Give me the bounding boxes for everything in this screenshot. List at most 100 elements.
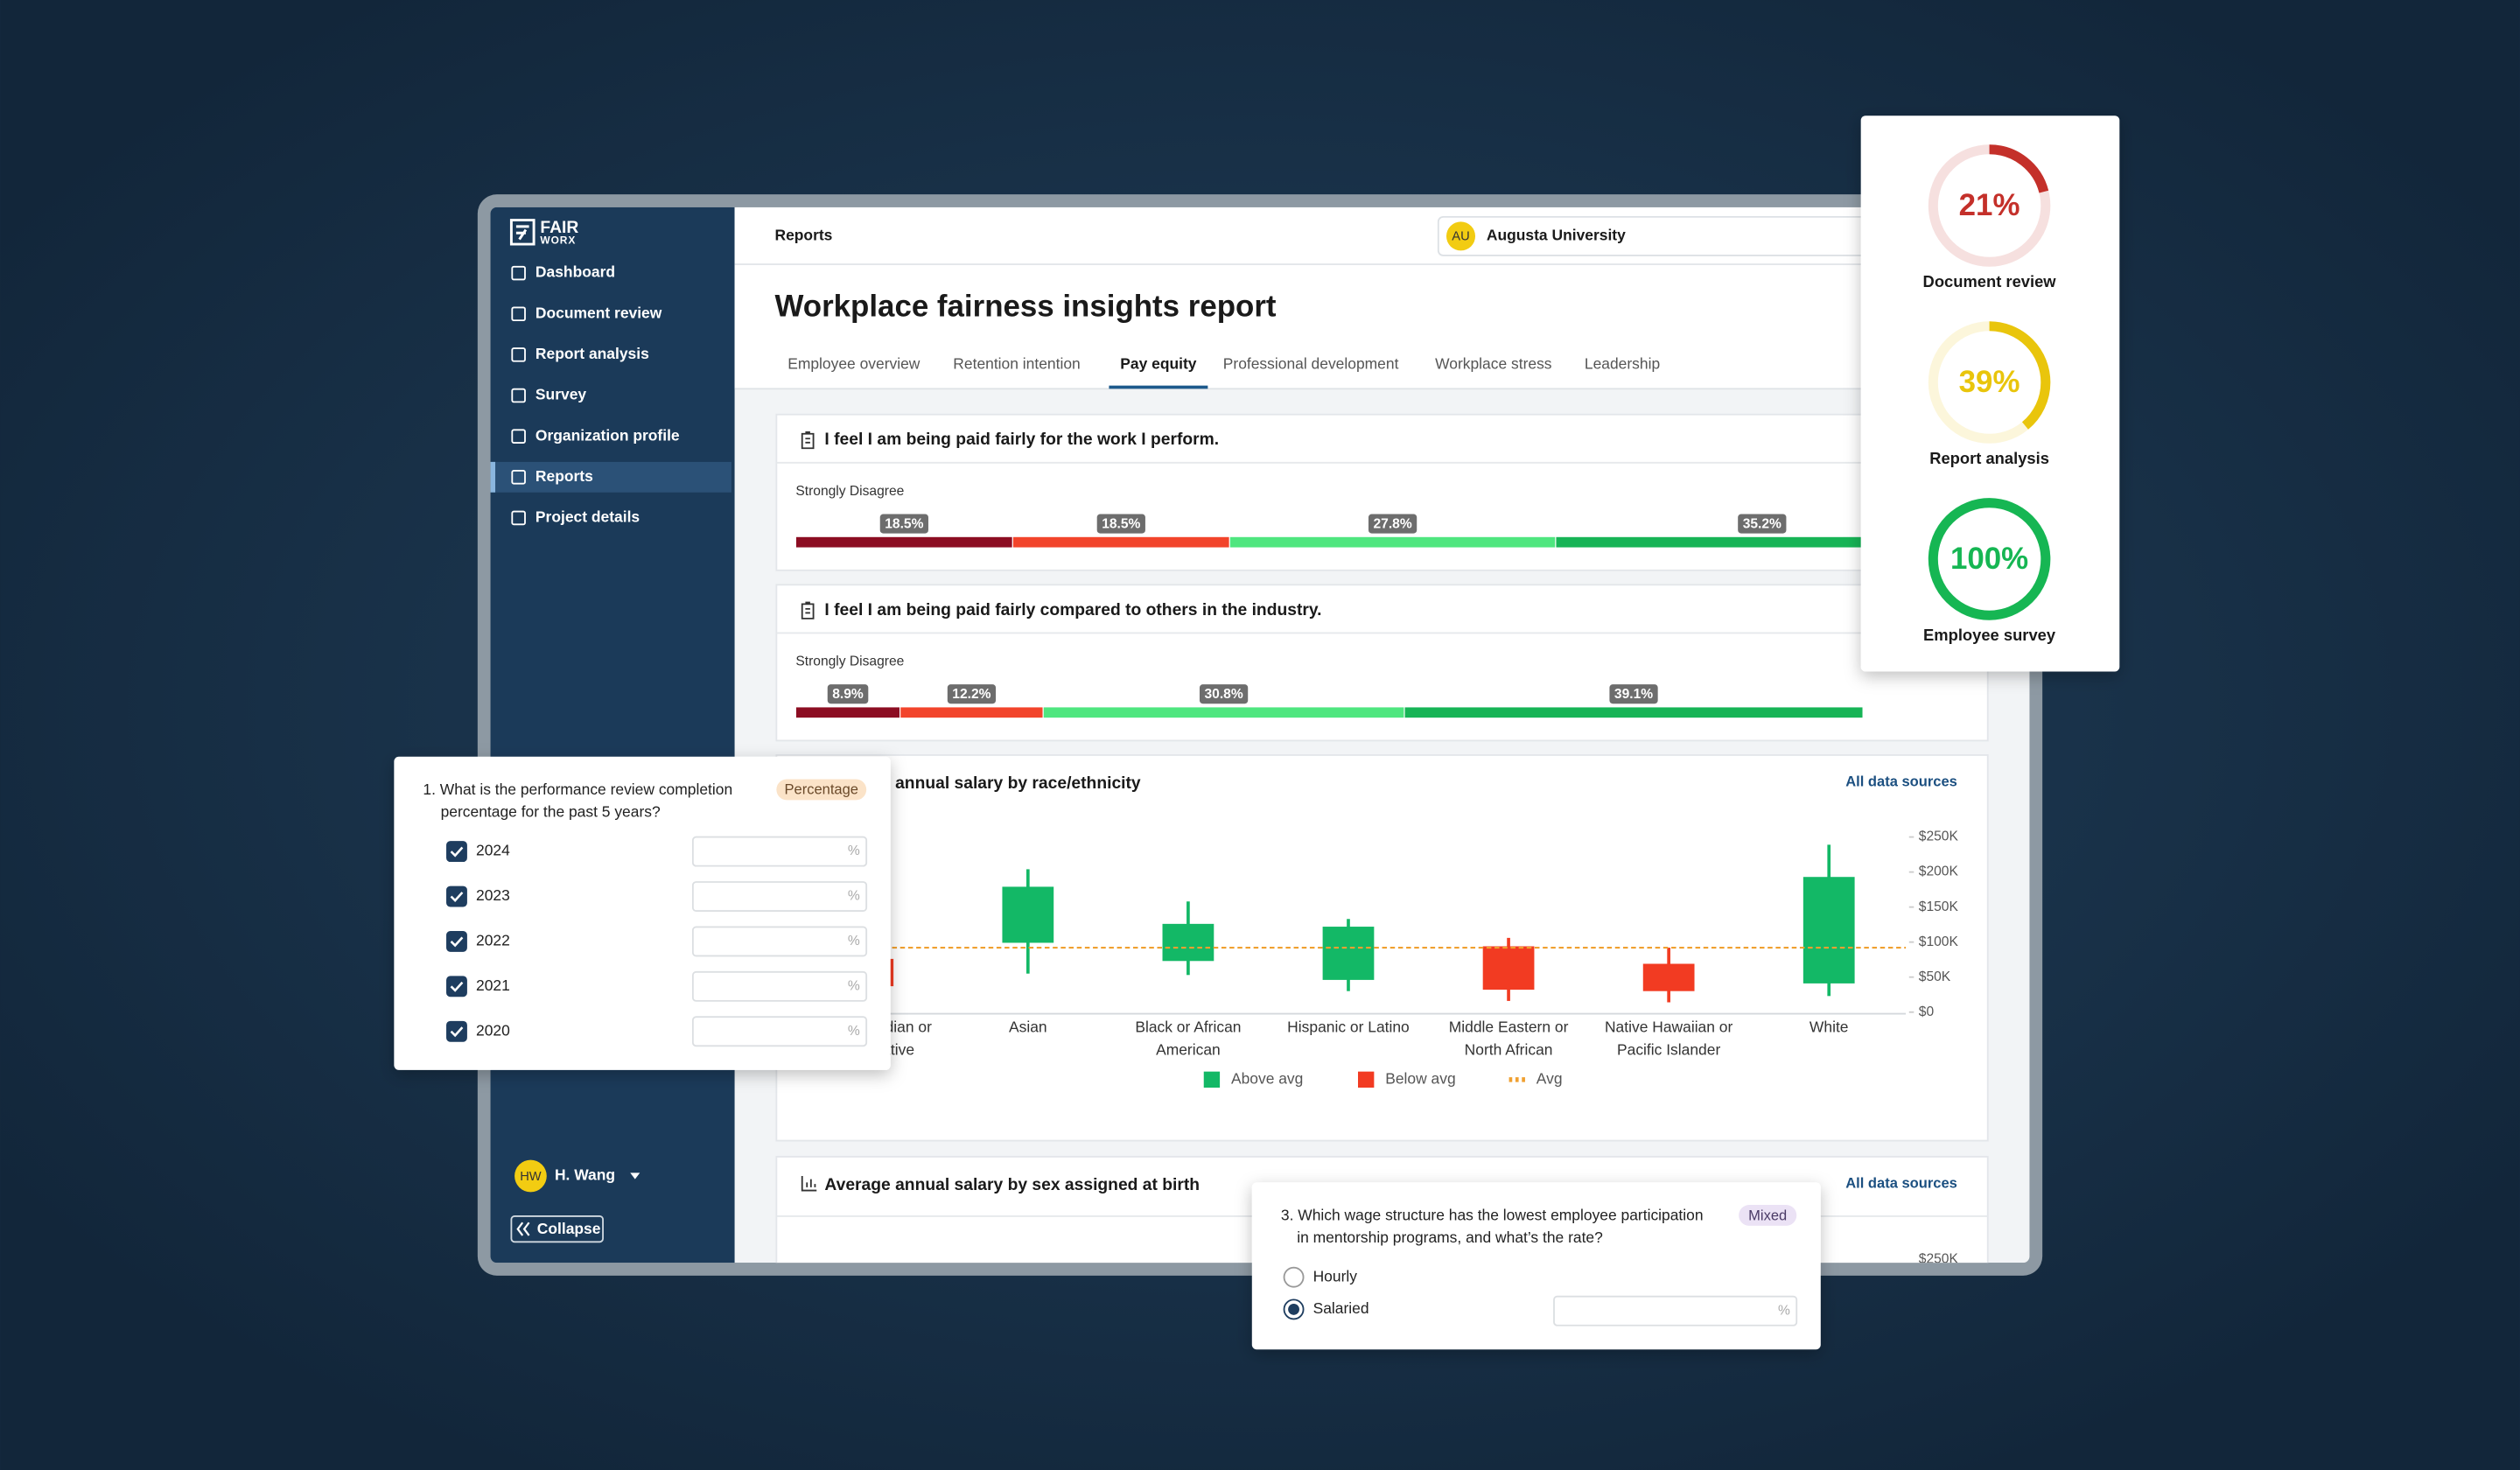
nav-active-accent bbox=[490, 461, 496, 493]
user-avatar bbox=[514, 1159, 547, 1193]
section-icon bbox=[801, 601, 815, 620]
x-tick-label: Pacific Islander bbox=[1617, 1040, 1720, 1058]
gauge-value: 21% bbox=[1959, 188, 2020, 222]
gauge-arc bbox=[1928, 498, 2051, 620]
y-tick-label: $200K bbox=[1919, 864, 1959, 879]
gauge-name: Document review bbox=[1923, 272, 2057, 290]
user-initials: HW bbox=[520, 1170, 542, 1184]
user-caret bbox=[630, 1172, 640, 1180]
bar-segment bbox=[1404, 706, 1864, 719]
x-tick-label: Hispanic or Latino bbox=[1287, 1018, 1410, 1036]
tab-underline bbox=[1109, 385, 1208, 389]
badge-label: Percentage bbox=[785, 781, 858, 798]
checkmark bbox=[450, 846, 464, 858]
collapse-button[interactable] bbox=[510, 1214, 604, 1243]
nav-icon bbox=[511, 306, 526, 322]
input-unit: % bbox=[848, 1024, 860, 1039]
tab[interactable]: Leadership bbox=[1585, 354, 1660, 372]
checkbox[interactable] bbox=[446, 886, 467, 907]
legend-label: Above avg bbox=[1231, 1069, 1303, 1087]
gauge-name: Report analysis bbox=[1929, 449, 2049, 467]
x-tick-label: Native Hawaiian or bbox=[1605, 1018, 1733, 1036]
checkbox[interactable] bbox=[446, 931, 467, 952]
overlays: 21% Document review 39% Report analysis 100%… bbox=[394, 116, 2120, 1350]
option-label: 2020 bbox=[476, 1021, 510, 1039]
collapse-label[interactable]: Collapse bbox=[537, 1220, 601, 1237]
y-tick-label: $150K bbox=[1919, 900, 1959, 914]
badge-label: Mixed bbox=[1748, 1207, 1787, 1223]
input[interactable] bbox=[691, 970, 868, 1002]
value-label: 39.1% bbox=[1614, 687, 1653, 702]
option-label: 2024 bbox=[476, 842, 510, 859]
nav-item[interactable]: Dashboard bbox=[536, 263, 615, 281]
question-text: 3. Which wage structure has the lowest e… bbox=[1281, 1207, 1704, 1224]
nav-item[interactable]: Document review bbox=[536, 304, 662, 321]
bar-segment bbox=[900, 706, 1044, 719]
input[interactable] bbox=[691, 1016, 868, 1047]
tab[interactable]: Professional development bbox=[1223, 354, 1399, 372]
candle-body bbox=[1802, 877, 1855, 984]
tab[interactable]: Employee overview bbox=[788, 354, 920, 372]
link[interactable]: All data sources bbox=[1845, 1175, 1957, 1192]
nav-item[interactable]: Reports bbox=[536, 467, 593, 485]
x-tick-label: Middle Eastern or bbox=[1449, 1018, 1569, 1036]
tab[interactable]: Workplace stress bbox=[1435, 354, 1552, 372]
checkbox[interactable] bbox=[446, 841, 467, 863]
option-label: Hourly bbox=[1313, 1267, 1358, 1284]
logo-icon bbox=[509, 219, 536, 246]
tab[interactable]: Pay equity bbox=[1120, 354, 1197, 372]
logo-text: FAIR bbox=[540, 219, 578, 237]
value-label: 18.5% bbox=[1102, 517, 1140, 532]
gauge-card bbox=[1860, 116, 2120, 672]
value-label: 18.5% bbox=[885, 517, 923, 532]
tab[interactable]: Retention intention bbox=[953, 354, 1080, 372]
page-title: Workplace fairness insights report bbox=[775, 290, 1277, 324]
input-unit: % bbox=[1778, 1303, 1790, 1318]
checkbox[interactable] bbox=[446, 976, 467, 998]
nav-item[interactable]: Survey bbox=[536, 386, 586, 403]
x-tick-label: North African bbox=[1465, 1040, 1553, 1058]
input-unit: % bbox=[848, 844, 860, 858]
bar-segment bbox=[1042, 706, 1405, 719]
value-label: 27.8% bbox=[1373, 517, 1411, 532]
candle-body bbox=[1162, 923, 1214, 962]
value-label-bg bbox=[947, 684, 997, 704]
x-tick-label: American bbox=[1156, 1040, 1221, 1058]
nav-item[interactable]: Organization profile bbox=[536, 426, 680, 444]
nav-icon bbox=[511, 347, 526, 362]
question-text: 1. What is the performance review comple… bbox=[423, 780, 732, 798]
gauge-arc bbox=[1928, 144, 2051, 267]
radio[interactable] bbox=[1283, 1266, 1305, 1288]
input[interactable] bbox=[691, 926, 868, 957]
bar-segment bbox=[794, 706, 901, 719]
user-name[interactable]: H. Wang bbox=[555, 1166, 615, 1184]
value-label-bg bbox=[1199, 684, 1249, 704]
scale-label: Strongly Disagree bbox=[795, 484, 904, 499]
checkmark bbox=[450, 1026, 464, 1038]
checkmark bbox=[450, 981, 464, 992]
chart-title: Average annual salary by race/ethnicity bbox=[824, 774, 1141, 793]
value-label-bg bbox=[879, 514, 928, 534]
collapse-icon bbox=[516, 1222, 530, 1236]
y-tick-label: $250K bbox=[1919, 830, 1959, 844]
input[interactable] bbox=[1553, 1295, 1798, 1326]
value-label-bg bbox=[1738, 514, 1787, 534]
logo-text: WORX bbox=[540, 234, 576, 247]
link[interactable]: All data sources bbox=[1845, 774, 1957, 790]
nav-item[interactable]: Project details bbox=[536, 508, 640, 526]
input[interactable] bbox=[691, 881, 868, 912]
input[interactable] bbox=[691, 836, 868, 867]
x-tick-label: Asian bbox=[1009, 1018, 1047, 1036]
checkbox[interactable] bbox=[446, 1020, 467, 1042]
y-tick-label: $0 bbox=[1919, 1004, 1935, 1019]
org-avatar bbox=[1446, 221, 1476, 251]
nav-icon bbox=[511, 429, 526, 444]
y-tick-label: $50K bbox=[1919, 970, 1951, 984]
org-initials: AU bbox=[1452, 230, 1469, 244]
value-label-bg bbox=[1096, 514, 1145, 534]
option-label: 2022 bbox=[476, 932, 510, 949]
nav-item[interactable]: Report analysis bbox=[536, 345, 649, 362]
radio-dot bbox=[1288, 1303, 1299, 1315]
